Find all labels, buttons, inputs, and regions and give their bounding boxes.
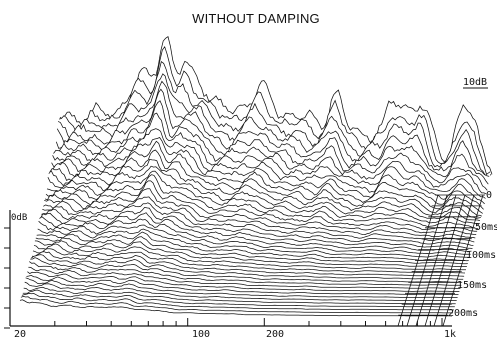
time-grid-diagonal (397, 194, 439, 327)
waterfall-slice (30, 257, 463, 283)
waterfall-slice (38, 220, 471, 255)
waterfall-slice (25, 277, 458, 298)
time-label-50ms: 50ms (475, 222, 497, 233)
waterfall-slice (42, 202, 475, 243)
waterfall-slice (53, 112, 486, 199)
waterfall-slice (21, 293, 454, 311)
waterfall-slice (23, 286, 456, 305)
time-grid-diagonal (406, 194, 448, 327)
time-label-200ms: 200ms (448, 308, 478, 319)
waterfall-slice (41, 206, 474, 246)
waterfall-slice (33, 243, 467, 271)
waterfall-slice (57, 60, 491, 176)
chart-title: WITHOUT DAMPING (192, 11, 320, 26)
time-grid-diagonal (433, 194, 475, 327)
y-axis: 0dB (4, 210, 27, 329)
x-axis: 20 100 200 1k (9, 318, 456, 339)
waterfall-slice (47, 165, 480, 221)
x-tick-label-100: 100 (192, 329, 210, 339)
time-axis-grid (395, 194, 485, 327)
waterfall-slice (35, 236, 468, 265)
level-marker-label: 10dB (463, 77, 487, 88)
time-label-100ms: 100ms (466, 250, 496, 261)
time-grid-diagonal (424, 194, 466, 327)
waterfall-slice (40, 212, 473, 249)
time-grid-diagonal (442, 194, 484, 327)
waterfall-slice (32, 251, 465, 277)
waterfall-slice (29, 261, 462, 286)
waterfall-slice (39, 216, 472, 252)
x-tick-label-200: 200 (266, 329, 284, 339)
waterfall-slice (44, 188, 477, 235)
waterfall-slice (50, 140, 483, 214)
time-grid-diagonal (415, 194, 457, 327)
time-label-0: 0 (486, 190, 492, 201)
x-axis-ticks (9, 318, 443, 326)
waterfall-slice (32, 248, 466, 274)
level-marker: 10dB (463, 77, 488, 89)
waterfall-slice (55, 88, 488, 191)
waterfall-slice (28, 266, 461, 289)
slice-mask (20, 299, 452, 328)
waterfall-slice (22, 289, 455, 308)
waterfall-slice (51, 137, 484, 210)
waterfall-slice (34, 240, 467, 267)
waterfall-slice (26, 275, 459, 295)
waterfall-slice (48, 158, 481, 219)
waterfall-slice (27, 271, 460, 292)
waterfall-slice (52, 128, 485, 205)
x-tick-label-20: 20 (14, 329, 26, 339)
waterfall-slice (30, 254, 464, 280)
waterfall-slice (54, 100, 487, 195)
waterfall-slice (43, 196, 476, 239)
waterfall-slice (55, 80, 489, 185)
waterfall-slice (44, 180, 478, 232)
waterfall-slice (20, 296, 453, 314)
zero-db-label: 0dB (11, 213, 27, 223)
waterfall-slice (58, 45, 492, 177)
waterfall-slice (56, 73, 490, 177)
time-axis-labels: 0 50ms 100ms 150ms 200ms (448, 190, 497, 319)
time-label-150ms: 150ms (457, 280, 487, 291)
waterfall-slices (19, 35, 493, 328)
y-axis-ticks (4, 227, 10, 329)
x-tick-label-1k: 1k (444, 329, 456, 339)
waterfall-slice (46, 170, 480, 226)
waterfall-slice (45, 174, 479, 230)
waterfall-slice (37, 228, 470, 258)
waterfall-slice (19, 299, 453, 317)
waterfall-slice (24, 281, 457, 301)
waterfall-slice (36, 231, 469, 262)
